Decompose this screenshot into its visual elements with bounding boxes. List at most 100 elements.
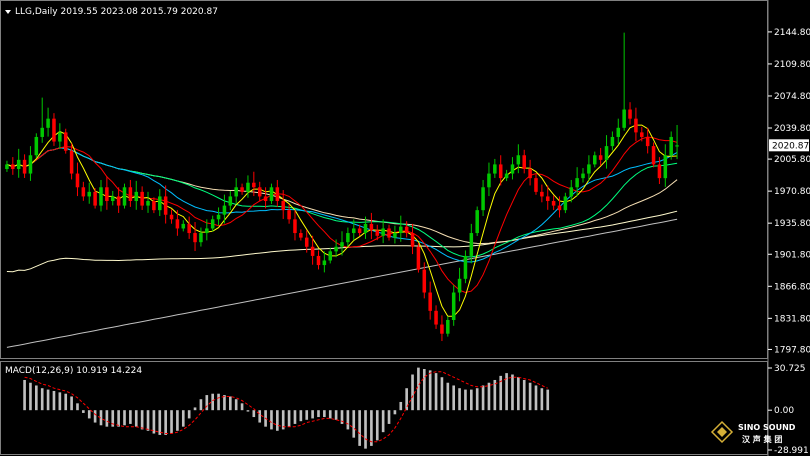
candle-body (628, 109, 632, 119)
candle-body (622, 109, 626, 128)
candle-body (93, 191, 97, 206)
candle-body (281, 201, 285, 211)
candle-body (593, 155, 597, 165)
price-tick-label: 1901.80 (774, 250, 810, 260)
candle-body (263, 196, 268, 202)
candle-body (110, 196, 115, 202)
candle-body (440, 324, 444, 334)
candle-body (40, 127, 44, 137)
candle-body (175, 219, 180, 229)
candle-body (634, 118, 638, 133)
price-tick-label: 2005.80 (774, 155, 810, 165)
candle-body (199, 233, 203, 243)
candle-body (498, 164, 503, 179)
candle-body (457, 278, 462, 293)
price-tick-label: 1935.80 (774, 219, 810, 229)
candle-body (663, 155, 668, 179)
candle-body (387, 228, 391, 238)
candle-body (393, 233, 397, 238)
candle-body (252, 182, 256, 188)
candle-body (375, 230, 380, 236)
candle-body (446, 319, 450, 334)
logo-subtitle: 汉 声 集 团 (742, 434, 782, 444)
candle-body (257, 187, 262, 197)
price-tick-label: 1797.80 (774, 345, 810, 355)
candle-body (246, 182, 250, 192)
candle-body (210, 219, 215, 229)
candle-body (52, 118, 56, 142)
ma200-line (6, 218, 678, 348)
candle-body (657, 164, 662, 179)
candle-body (581, 173, 585, 179)
price-tick-label: 2039.80 (774, 124, 810, 134)
candle-body (493, 164, 497, 174)
candle-body (557, 205, 562, 211)
candle-body (81, 187, 86, 197)
candle-body (510, 164, 515, 174)
candle-body (551, 201, 556, 206)
current-price-tag (769, 139, 809, 152)
candle-body (58, 132, 62, 142)
candle-body (11, 164, 15, 169)
candle-body (181, 223, 186, 229)
candle-body (269, 187, 274, 202)
candle-body (363, 223, 368, 234)
price-tick-label: 2144.80 (774, 28, 810, 38)
candle-body (428, 292, 432, 311)
candle-body (328, 251, 333, 261)
ma5-line (6, 124, 678, 317)
price-axis: 2144.80 2109.80 2074.80 2039.80 2005.80 1970.… (768, 28, 810, 355)
candle-body (140, 191, 144, 206)
candle-body (545, 196, 550, 202)
candle-body (651, 146, 656, 165)
candle-body (487, 173, 491, 188)
candle-body (563, 196, 568, 211)
macd-tick-label: 0.00 (774, 406, 794, 416)
candle-body (105, 187, 109, 202)
candle-body (228, 196, 233, 206)
price-tick-label: 1970.80 (774, 187, 810, 197)
candle-body (575, 178, 579, 188)
candle-body (410, 233, 415, 247)
candle-body (669, 136, 673, 156)
price-tick-label: 2074.80 (774, 92, 810, 102)
main-pane-border (0, 0, 768, 359)
candle-body (169, 214, 174, 220)
candle-body (381, 228, 385, 236)
dropdown-triangle-icon[interactable] (5, 10, 11, 14)
candle-body (275, 187, 280, 202)
candle-body (675, 145, 679, 147)
candle-body (463, 255, 468, 279)
macd-indicator (23, 367, 550, 449)
candle-body (451, 292, 456, 320)
candle-body (152, 201, 156, 211)
candle-body (604, 146, 609, 160)
ma10-line (6, 136, 678, 294)
macd-signal-line (24, 371, 548, 443)
candle-body (116, 196, 121, 206)
macd-header: MACD(12,26,9) 10.919 14.224 (5, 366, 142, 376)
candle-body (640, 132, 644, 137)
candle-body (540, 191, 544, 197)
price-tick-label: 1831.80 (774, 314, 810, 324)
candle-body (187, 223, 191, 234)
candle-body (475, 210, 479, 234)
candle-body (87, 191, 91, 197)
candle-body (34, 136, 39, 156)
candle-body (610, 136, 615, 147)
candle-body (534, 178, 538, 192)
candle-body (416, 246, 421, 270)
candle-body (158, 196, 162, 211)
candle-body (240, 187, 244, 192)
candle-body (316, 255, 321, 266)
sino-sound-logo: SINO SOUND 汉 声 集 团 (710, 420, 796, 444)
candle-body (46, 118, 50, 128)
candle-body (404, 226, 409, 234)
candle-body (99, 187, 103, 206)
candle-body (310, 246, 315, 256)
candle-body (122, 187, 127, 206)
logo-brand: SINO SOUND (738, 423, 796, 432)
candle-body (193, 233, 197, 243)
